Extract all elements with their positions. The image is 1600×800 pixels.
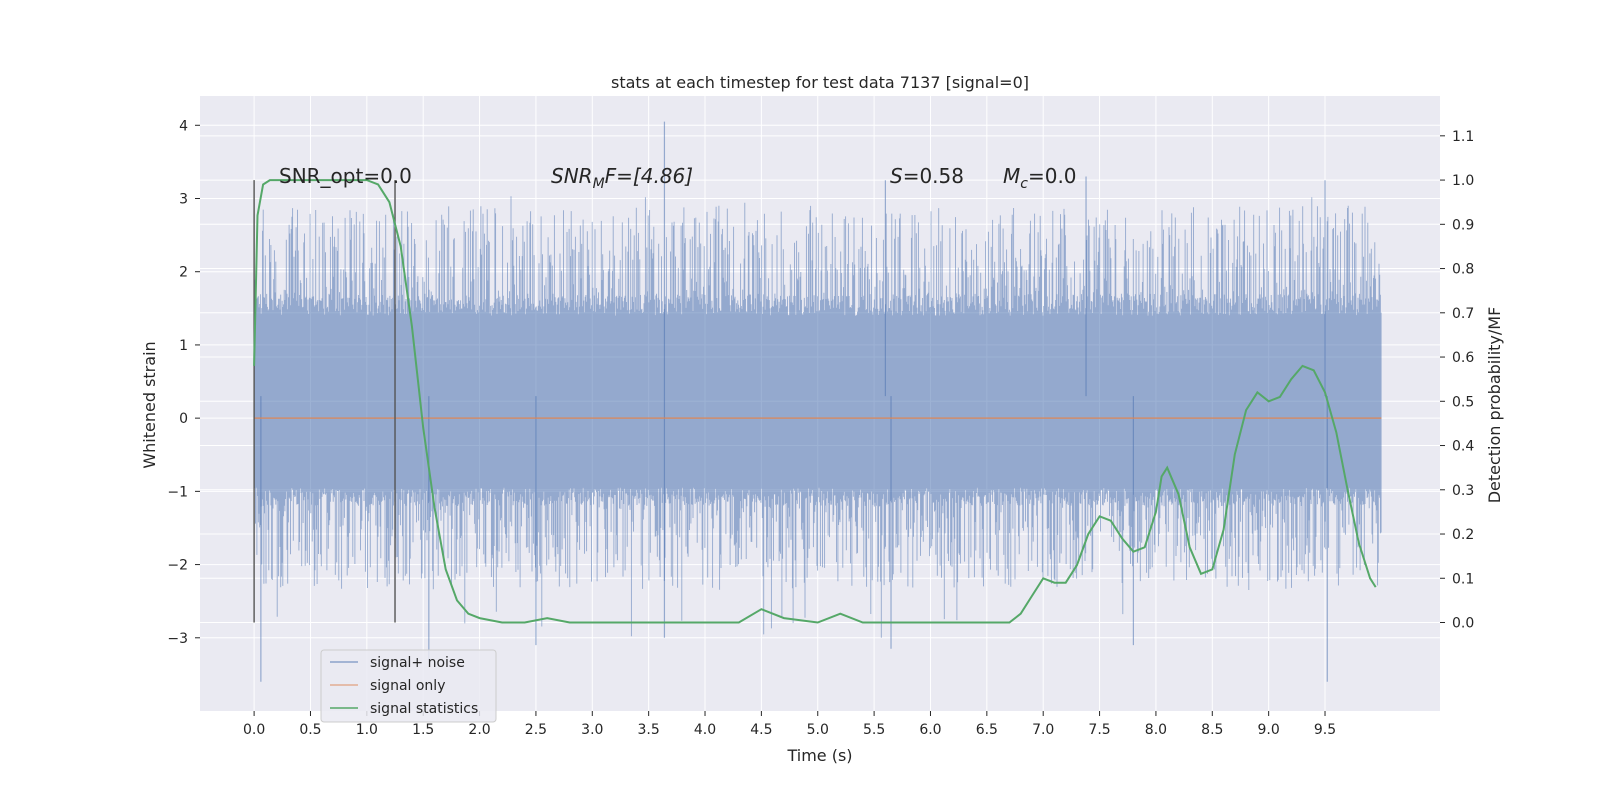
signal-statistics-line: [253, 179, 1377, 624]
x-tick-label: 7.5: [1088, 722, 1110, 738]
y2-tick-label: 0.2: [1452, 527, 1474, 543]
chart-title: stats at each timestep for test data 713…: [611, 73, 1029, 92]
x-tick-label: 4.5: [750, 722, 772, 738]
legend-label-signal-only: signal only: [370, 678, 445, 694]
legend: signal+ noise signal only signal statist…: [320, 649, 497, 723]
y2-tick-label: 1.0: [1452, 173, 1474, 189]
y-tick-label: −1: [167, 484, 188, 500]
y-tick-label: 2: [179, 265, 188, 281]
x-tick-label: 5.5: [863, 722, 885, 738]
x-tick-label: 2.0: [468, 722, 490, 738]
y2-tick-label: 0.8: [1452, 262, 1474, 278]
x-tick-label: 8.0: [1145, 722, 1167, 738]
snr-mf-value: F=[4.86]: [605, 164, 693, 188]
y2-tick-label: 0.9: [1452, 217, 1474, 233]
y2-axis-label: Detection probability/MF: [1485, 307, 1504, 504]
y-tick-label: −3: [167, 631, 188, 647]
annotation-snr-opt: SNR_opt=0.0: [279, 164, 412, 188]
signal-statistics-series: [253, 179, 1377, 624]
x-tick-label: 2.5: [525, 722, 547, 738]
x-tick-label: 3.0: [581, 722, 603, 738]
snr-mf-subscript: M: [593, 176, 605, 192]
annotation-snr-mf: SNRMF=[4.86]: [551, 164, 693, 192]
y2-axis-ticks: 0.0 0.1 0.2 0.3 0.4 0.5 0.6 0.7 0.8 0.9 1.0 1.1: [1440, 129, 1474, 632]
y2-tick-label: 1.1: [1452, 129, 1474, 145]
s-value: =0.58: [903, 164, 964, 188]
legend-label-signal-statistics: signal statistics: [370, 701, 478, 717]
x-tick-label: 9.5: [1314, 722, 1336, 738]
y-tick-label: −2: [167, 558, 188, 574]
y2-tick-label: 0.7: [1452, 306, 1474, 322]
x-tick-label: 4.0: [694, 722, 716, 738]
y-axis-label: Whitened strain: [140, 341, 159, 468]
annotation-mc: Mc=0.0: [1003, 164, 1077, 192]
annotation-s: S=0.58: [890, 164, 964, 188]
y2-tick-label: 0.3: [1452, 483, 1474, 499]
x-tick-label: 0.0: [243, 722, 265, 738]
y-axis-ticks: −3 −2 −1 0 1 2 3 4: [167, 118, 200, 647]
y2-tick-label: 0.1: [1452, 571, 1474, 587]
y-tick-label: 1: [179, 338, 188, 354]
x-tick-label: 9.0: [1258, 722, 1280, 738]
snr-mf-symbol: SNR: [551, 164, 593, 188]
y2-tick-label: 0.6: [1452, 350, 1474, 366]
x-tick-label: 1.5: [412, 722, 434, 738]
mc-subscript: c: [1020, 176, 1028, 192]
y2-tick-label: 0.5: [1452, 394, 1474, 410]
x-tick-label: 1.0: [356, 722, 378, 738]
x-tick-label: 5.0: [807, 722, 829, 738]
y-tick-label: 3: [179, 192, 188, 208]
x-tick-label: 3.5: [638, 722, 660, 738]
x-tick-label: 7.0: [1032, 722, 1054, 738]
y-tick-label: 0: [179, 411, 188, 427]
mc-symbol: M: [1003, 164, 1020, 188]
x-axis-label: Time (s): [786, 746, 852, 765]
legend-frame: [320, 649, 497, 723]
x-tick-label: 8.5: [1201, 722, 1223, 738]
signal-noise-series: [253, 121, 1382, 682]
y2-tick-label: 0.4: [1452, 439, 1474, 455]
mc-value: =0.0: [1028, 164, 1077, 188]
legend-label-signal-noise: signal+ noise: [370, 655, 465, 671]
vertical-markers: [253, 180, 396, 623]
y2-tick-label: 0.0: [1452, 616, 1474, 632]
x-tick-label: 6.0: [919, 722, 941, 738]
x-tick-label: 6.5: [976, 722, 998, 738]
x-tick-label: 0.5: [299, 722, 321, 738]
s-symbol: S: [890, 164, 903, 188]
x-axis-ticks: 0.0 0.5 1.0 1.5 2.0 2.5 3.0 3.5 4.0 4.5 5.0 5.5 6.0 6…: [243, 711, 1336, 738]
y-tick-label: 4: [179, 118, 188, 134]
